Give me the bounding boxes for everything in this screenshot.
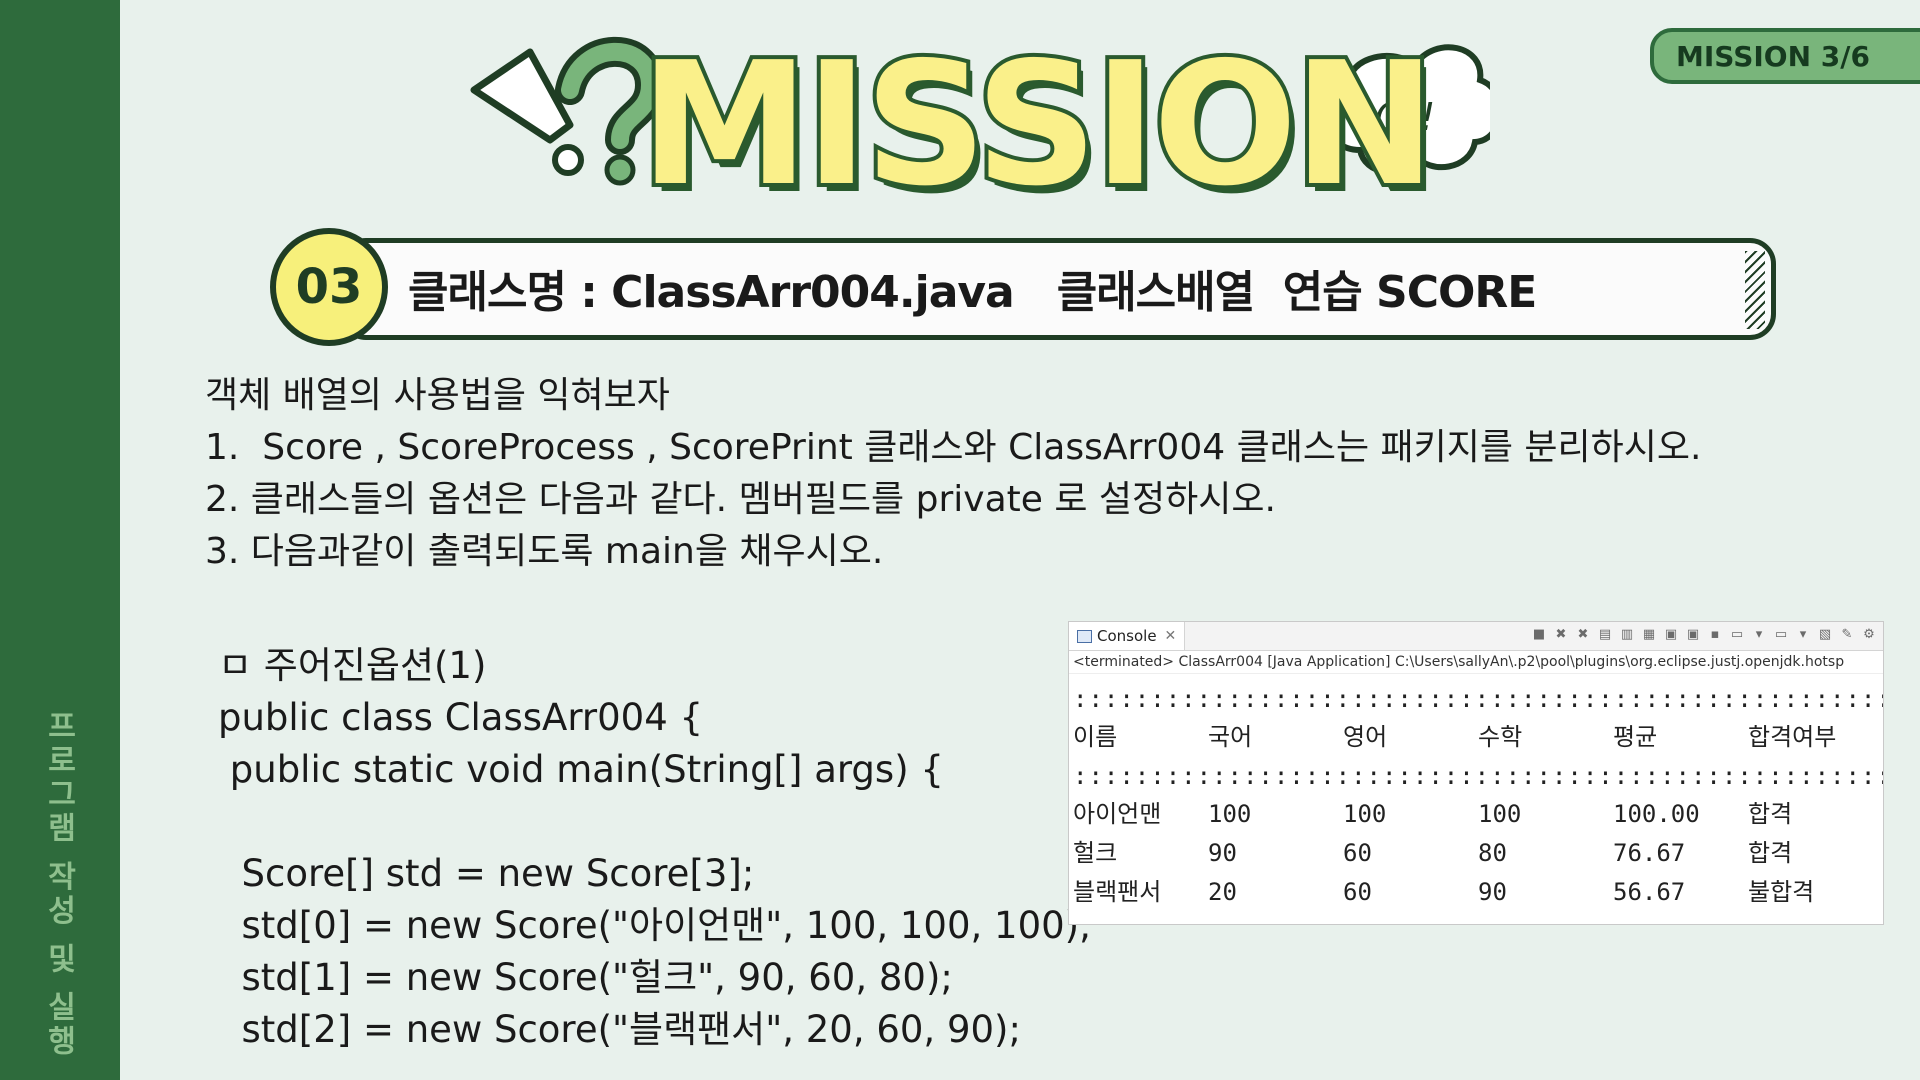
code-line: ㅁ 주어진옵션(1) [218, 644, 487, 687]
console-panel: Console ✕ ■ ✖ ✖ ▤ ▥ ▦ ▣ ▣ ▪ ▭ ▾ ▭ ▾ ▧ ✎ … [1068, 621, 1884, 925]
console-output: ::::::::::::::::::::::::::::::::::::::::… [1069, 674, 1883, 912]
console-actions: ■ ✖ ✖ ▤ ▥ ▦ ▣ ▣ ▪ ▭ ▾ ▭ ▾ ▧ ✎ ⚙ [1531, 627, 1877, 643]
cell: 76.67 [1613, 839, 1686, 867]
cell: 60 [1343, 839, 1372, 867]
hatch-decoration [1745, 251, 1765, 329]
remove-all-icon[interactable]: ✖ [1577, 627, 1589, 642]
code-line [218, 796, 1092, 848]
table-header-row: 이름 국어 영어 수학 평균 합격여부 [1073, 718, 1883, 757]
cell: 합격 [1748, 839, 1793, 867]
word-wrap-icon[interactable]: ▦ [1642, 627, 1656, 642]
mission-number-badge: 03 [270, 228, 388, 346]
header-cell: 평균 [1613, 723, 1658, 751]
instructions: 객체 배열의 사용법을 익혀보자 1. Score , ScoreProcess… [205, 370, 1701, 578]
dropdown-icon[interactable]: ▾ [1755, 627, 1763, 642]
stop-icon[interactable]: ■ [1532, 627, 1546, 642]
cell: 90 [1208, 839, 1237, 867]
cell: 합격 [1748, 800, 1793, 828]
code-line: std[2] = new Score("블랙팬서", 20, 60, 90); [218, 1008, 1021, 1051]
separator-line: ::::::::::::::::::::::::::::::::::::::::… [1073, 762, 1883, 790]
mission-title: MISSION [636, 26, 1440, 224]
header-cell: 국어 [1208, 723, 1253, 751]
table-row: 헐크 90 60 80 76.67 합격 [1073, 834, 1883, 873]
console-tab-label: Console [1097, 627, 1157, 645]
mission-title-graphic: Q!! MISSION [470, 30, 1490, 220]
code-line: public class ClassArr004 { [218, 696, 704, 739]
settings-icon[interactable]: ⚙ [1863, 627, 1875, 642]
code-line: std[1] = new Score("헐크", 90, 60, 80); [218, 956, 953, 999]
cell: 100.00 [1613, 800, 1700, 828]
code-line: std[0] = new Score("아이언맨", 100, 100, 100… [218, 904, 1092, 947]
console-status: <terminated> ClassArr004 [Java Applicati… [1069, 651, 1883, 674]
cell: 20 [1208, 878, 1237, 906]
code-line: Score[] std = new Score[3]; [218, 852, 755, 895]
clear-console-icon[interactable]: ▤ [1598, 627, 1612, 642]
header-cell: 이름 [1073, 723, 1118, 751]
cell: 불합격 [1748, 878, 1815, 906]
cell: 80 [1478, 839, 1507, 867]
console-icon [1077, 629, 1092, 643]
code-block: ㅁ 주어진옵션(1) public class ClassArr004 { pu… [218, 640, 1092, 1056]
cell: 100 [1343, 800, 1387, 828]
sidebar [0, 0, 120, 1080]
header-cell: 합격여부 [1748, 723, 1837, 751]
table-row: 블랙팬서 20 60 90 56.67 불합격 [1073, 873, 1883, 912]
speech-bubble-icon: Q!! [1325, 44, 1490, 175]
title-decorations: Q!! [470, 36, 1490, 186]
cell: 56.67 [1613, 878, 1686, 906]
show-on-stdout-icon[interactable]: ▣ [1664, 627, 1678, 642]
instruction-line: 1. Score , ScoreProcess , ScorePrint 클래스… [205, 427, 1702, 468]
table-row: 아이언맨 100 100 100 100.00 합격 [1073, 795, 1883, 834]
cell: 90 [1478, 878, 1507, 906]
pin-console-icon[interactable]: ▪ [1710, 627, 1720, 642]
cell: 60 [1343, 878, 1372, 906]
display-console-icon[interactable]: ▭ [1730, 627, 1744, 642]
header-title: 클래스명 : ClassArr004.java 클래스배열 연습 SCORE [408, 267, 1537, 318]
exclamation-icon [470, 48, 584, 176]
cell: 아이언맨 [1073, 800, 1162, 828]
console-toolbar: Console ✕ ■ ✖ ✖ ▤ ▥ ▦ ▣ ▣ ▪ ▭ ▾ ▭ ▾ ▧ ✎ … [1069, 622, 1883, 651]
header-cell: 수학 [1478, 723, 1523, 751]
cell: 블랙팬서 [1073, 878, 1162, 906]
instruction-line: 2. 클래스들의 옵션은 다음과 같다. 멤버필드를 private 로 설정하… [205, 479, 1276, 520]
code-line: public static void main(String[] args) { [218, 748, 944, 791]
separator-line: ::::::::::::::::::::::::::::::::::::::::… [1073, 685, 1883, 713]
sidebar-label: 프로그램 작성 및 실행 [41, 710, 76, 1060]
new-console-icon[interactable]: ▭ [1774, 627, 1788, 642]
dropdown-icon[interactable]: ▾ [1799, 627, 1807, 642]
remove-launch-icon[interactable]: ✖ [1555, 627, 1567, 642]
highlight-icon[interactable]: ✎ [1841, 627, 1853, 642]
cell: 100 [1208, 800, 1252, 828]
copy-icon[interactable]: ▧ [1818, 627, 1832, 642]
cell: 100 [1478, 800, 1522, 828]
instruction-line: 3. 다음과같이 출력되도록 main을 채우시오. [205, 531, 884, 572]
console-tab[interactable]: Console ✕ [1069, 622, 1186, 650]
cell: 헐크 [1073, 839, 1118, 867]
mission-progress-tag: MISSION 3/6 [1650, 28, 1920, 84]
header-cell: 영어 [1343, 723, 1388, 751]
show-on-stderr-icon[interactable]: ▣ [1686, 627, 1700, 642]
scroll-lock-icon[interactable]: ▥ [1620, 627, 1634, 642]
instruction-line: 객체 배열의 사용법을 익혀보자 [205, 375, 670, 416]
bubble-text: Q!! [1375, 95, 1435, 139]
close-icon[interactable]: ✕ [1164, 628, 1177, 644]
question-mark-icon [555, 36, 666, 186]
